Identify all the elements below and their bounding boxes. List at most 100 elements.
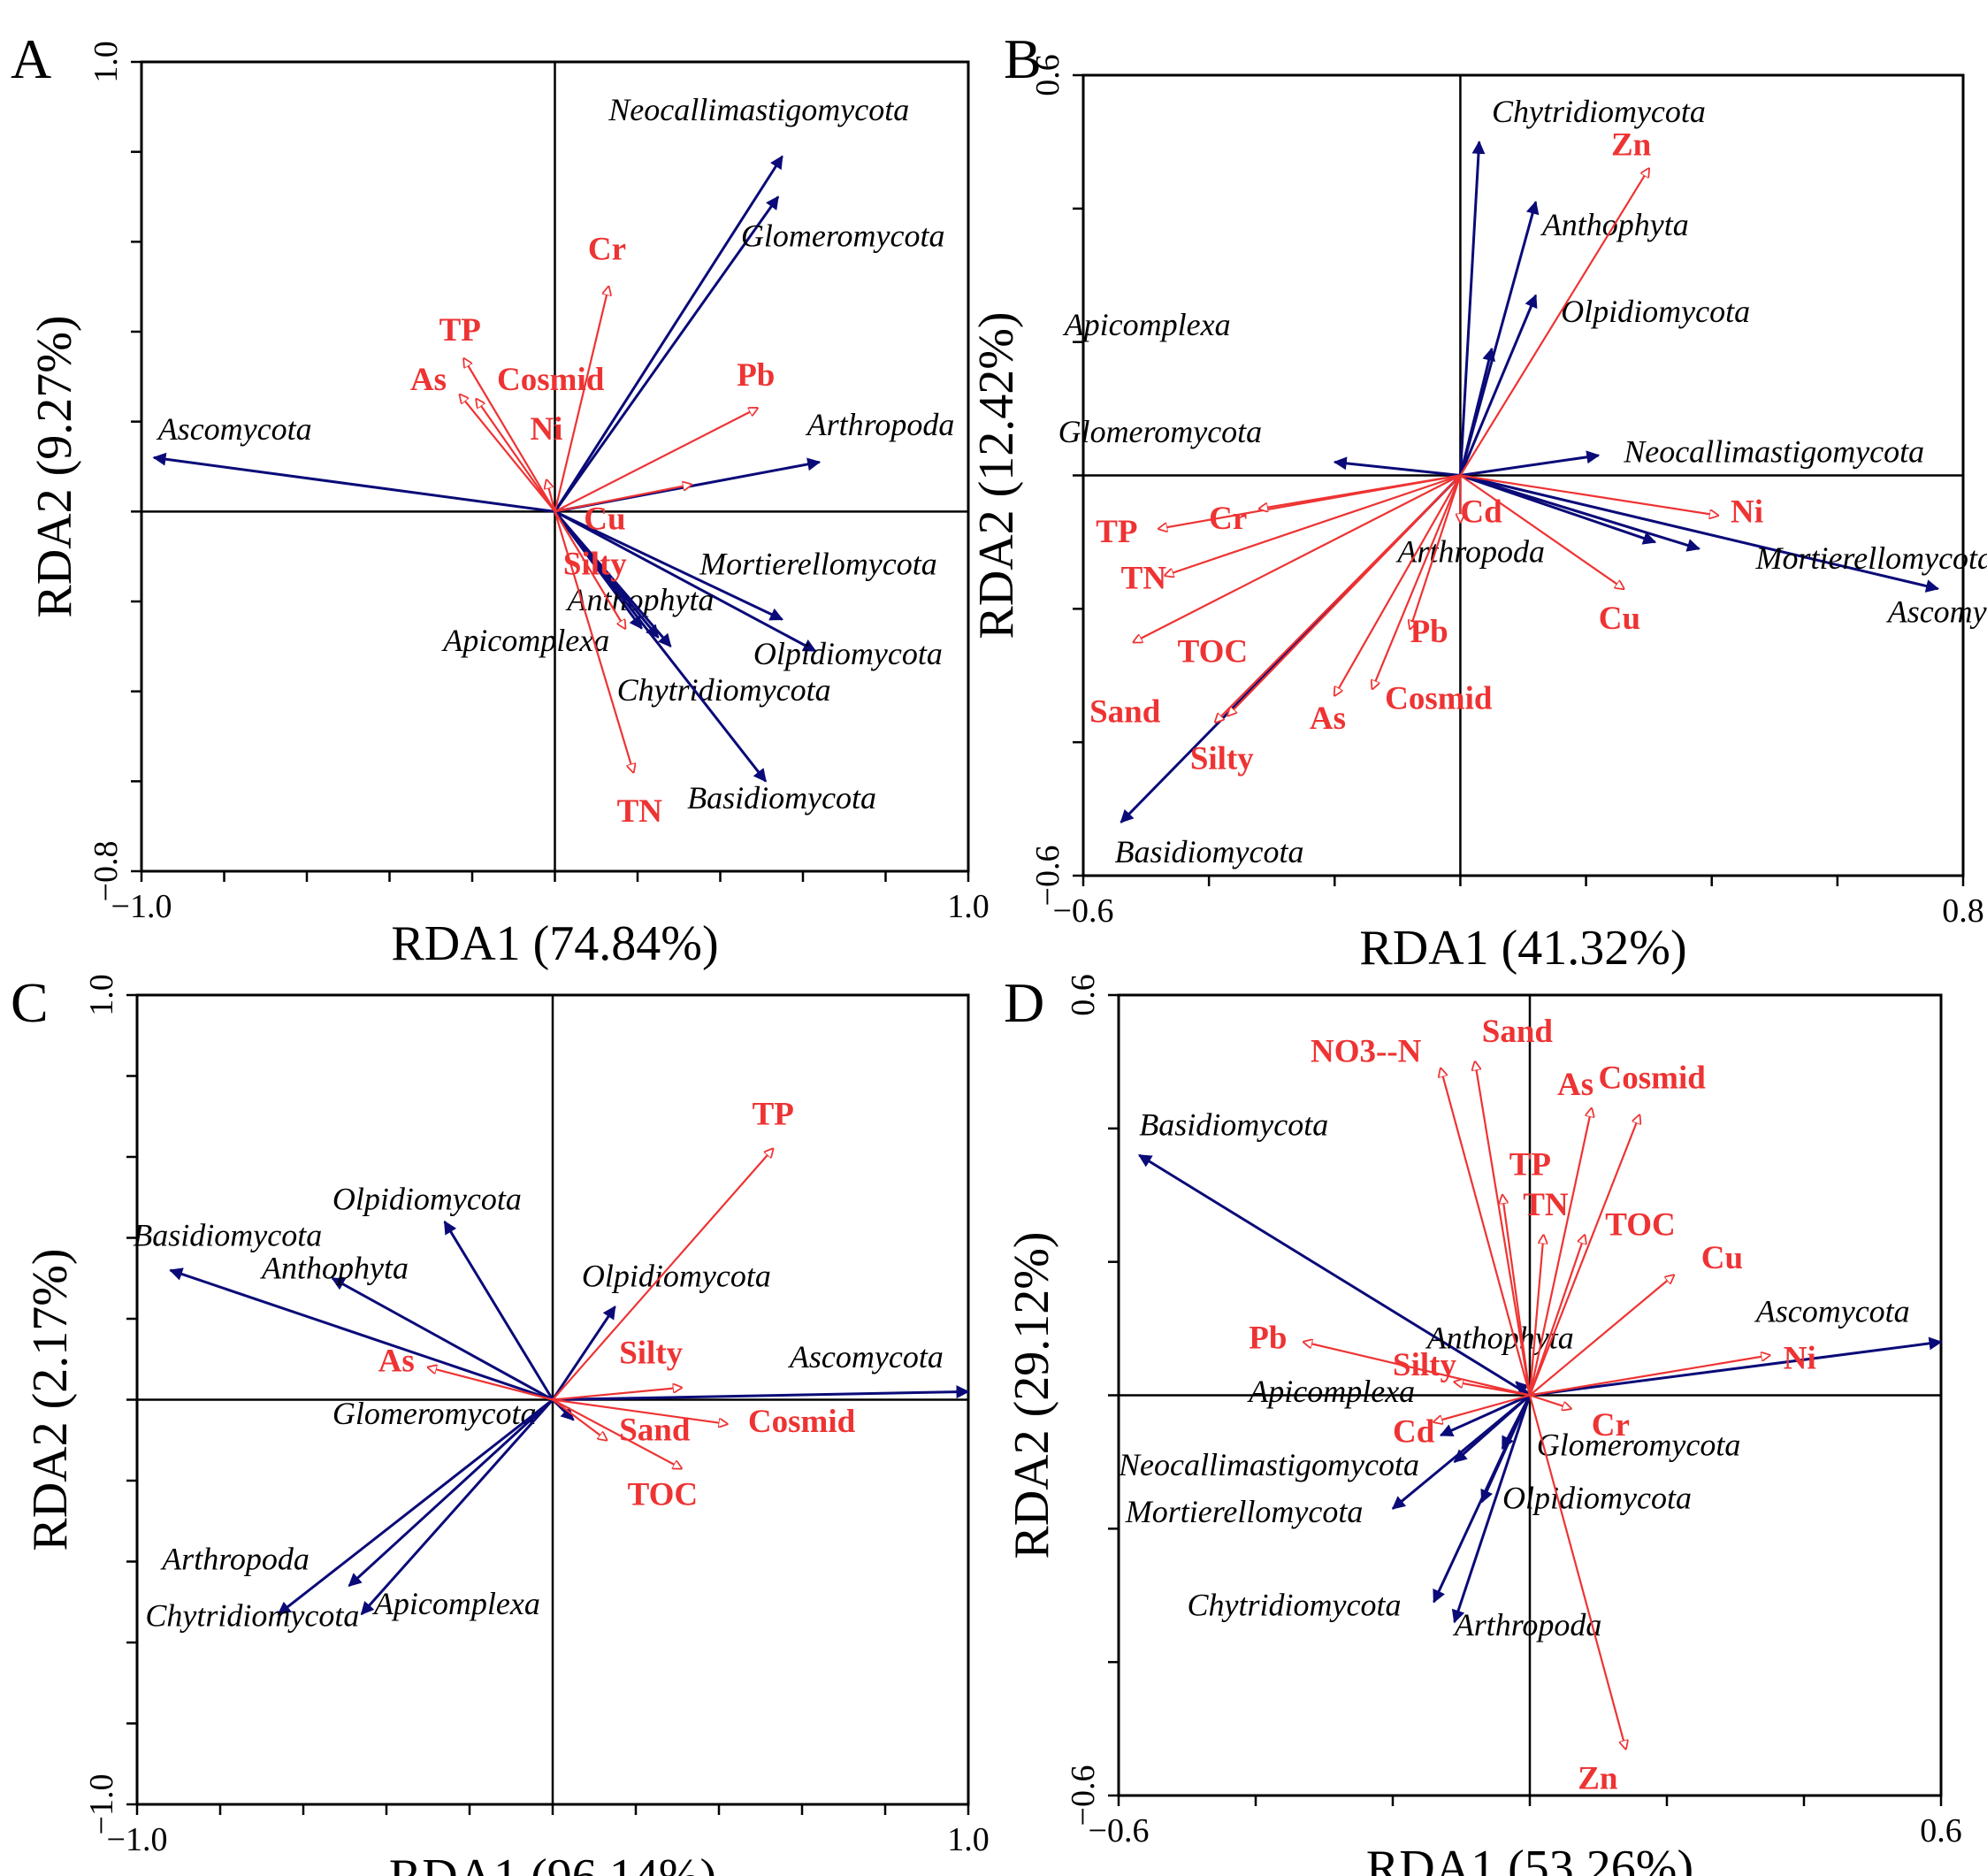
- species-arrow: [1459, 294, 1538, 477]
- species-arrow: [552, 1385, 970, 1401]
- env-label: Cd: [1460, 494, 1502, 530]
- y-tick-label: −0.6: [1029, 846, 1066, 907]
- species-label: Chytridiomycota: [145, 1598, 359, 1634]
- species-arrow: [360, 1398, 554, 1616]
- species-label: Neocallimastigomycota: [608, 92, 909, 127]
- env-label: TOC: [628, 1476, 699, 1512]
- species-label: Apicomplexa: [1247, 1374, 1415, 1409]
- species-arrow: [1458, 140, 1486, 476]
- species-label: Arthropoda: [1453, 1607, 1602, 1642]
- species-arrow: [277, 1398, 554, 1616]
- species-arrow: [443, 1220, 554, 1401]
- species-label: Arthropoda: [1395, 534, 1545, 570]
- env-arrow: [460, 394, 556, 513]
- species-label: Ascomycota: [157, 411, 312, 447]
- species-arrow: [1459, 474, 1657, 545]
- species-label: Mortierellomycota: [1125, 1494, 1364, 1529]
- env-label: As: [1557, 1067, 1593, 1103]
- species-arrow: [1439, 1394, 1531, 1437]
- x-tick-label: 1.0: [947, 1821, 990, 1858]
- x-tick-label: −0.6: [1053, 892, 1114, 930]
- env-label: Silty: [563, 547, 627, 583]
- species-arrow: [554, 510, 817, 653]
- env-label: Cr: [1209, 501, 1247, 537]
- env-label: Ni: [1784, 1340, 1816, 1376]
- panel-a: A −1.0 1.0 1.0 −0.8 RDA1 (74.84%) RDA2 (9.27%)…: [11, 27, 990, 971]
- species-label: Glomeromycota: [1537, 1427, 1741, 1462]
- panel-letter: B: [1004, 27, 1042, 90]
- species-arrow: [1451, 1395, 1532, 1624]
- species-arrow: [1333, 456, 1461, 477]
- env-label: Cu: [1599, 601, 1640, 637]
- env-label: As: [1310, 701, 1346, 737]
- species-label: Olpidiomycota: [753, 636, 943, 671]
- env-label: Cr: [588, 232, 626, 268]
- env-label: Cu: [1701, 1240, 1743, 1276]
- species-label: Neocallimastigomycota: [1623, 433, 1924, 469]
- env-arrow: [552, 1398, 682, 1469]
- env-label: Silty: [619, 1335, 683, 1371]
- species-label: Olpidiomycota: [1502, 1481, 1692, 1516]
- env-label: TOC: [1605, 1207, 1676, 1244]
- y-tick-label: 1.0: [83, 974, 120, 1016]
- species-label: Apicomplexa: [441, 623, 609, 658]
- x-tick-label: 0.6: [1920, 1812, 1962, 1849]
- species-arrow: [554, 510, 768, 783]
- env-arrow: [546, 480, 556, 512]
- species-label: Anthophyta: [260, 1250, 409, 1285]
- species-label: Apicomplexa: [1063, 307, 1231, 342]
- env-arrow: [1529, 1355, 1769, 1397]
- env-label: TN: [1121, 561, 1167, 597]
- species-arrow: [1460, 474, 1940, 593]
- env-arrow: [1441, 1068, 1532, 1396]
- env-arrow: [464, 359, 556, 512]
- species-arrow: [1391, 1394, 1531, 1510]
- x-tick-label: −1.0: [107, 1821, 168, 1858]
- env-label: TP: [1509, 1147, 1551, 1183]
- y-tick-label: −0.8: [88, 841, 125, 902]
- env-arrow: [1215, 474, 1462, 723]
- x-axis-title: RDA1 (96.14%): [389, 1849, 716, 1876]
- env-arrow: [1529, 1275, 1674, 1397]
- species-label: Basidiomycota: [1139, 1106, 1328, 1142]
- env-label: As: [378, 1343, 415, 1379]
- species-arrow: [554, 509, 783, 621]
- y-axis-title: RDA2 (9.27%): [27, 315, 82, 617]
- species-arrow: [348, 1398, 554, 1588]
- x-axis-title: RDA1 (53.26%): [1366, 1841, 1693, 1876]
- species-arrow: [152, 452, 555, 513]
- env-label: Pb: [1410, 614, 1448, 650]
- env-arrow: [554, 408, 758, 513]
- species-label: Neocallimastigomycota: [1118, 1447, 1419, 1482]
- env-arrow: [1528, 1236, 1544, 1396]
- env-label: Pb: [737, 357, 775, 394]
- env-arrow: [552, 1149, 773, 1401]
- species-arrow: [169, 1267, 554, 1401]
- y-tick-label: 0.6: [1029, 54, 1066, 96]
- species-label: Basidiomycota: [687, 780, 876, 815]
- species-label: Basidiomycota: [1115, 834, 1304, 869]
- env-label: Ni: [530, 411, 562, 448]
- env-arrow: [1475, 1061, 1532, 1396]
- species-arrow: [1515, 1381, 1532, 1397]
- env-arrow: [1502, 1195, 1532, 1396]
- env-label: TN: [1523, 1187, 1569, 1223]
- env-label: TOC: [1178, 634, 1249, 670]
- env-label: TP: [753, 1096, 794, 1132]
- env-arrow: [552, 1388, 682, 1401]
- env-label: As: [410, 362, 447, 398]
- env-arrow: [1528, 1236, 1585, 1396]
- species-label: Olpidiomycota: [582, 1258, 771, 1293]
- env-label: Sand: [1482, 1014, 1554, 1050]
- env-label: Cosmid: [1385, 680, 1493, 716]
- y-tick-label: 1.0: [88, 41, 125, 83]
- species-label: Ascomycota: [1754, 1294, 1910, 1329]
- env-arrow: [1334, 474, 1462, 696]
- species-label: Glomeromycota: [332, 1396, 537, 1431]
- species-arrow: [331, 1276, 554, 1401]
- env-arrow: [477, 399, 556, 512]
- env-arrow: [1528, 1115, 1639, 1396]
- env-arrow: [1410, 475, 1462, 629]
- env-label: TP: [1096, 514, 1137, 550]
